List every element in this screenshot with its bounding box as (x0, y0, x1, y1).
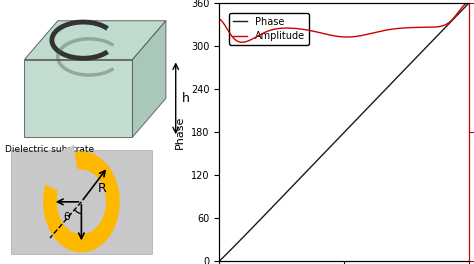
Phase (335, 137, 341, 140)
Wedge shape (41, 146, 82, 202)
Circle shape (43, 151, 120, 252)
Phase (466, 1, 472, 4)
Amplitude (337, 35, 343, 38)
Amplitude (461, 4, 466, 7)
Wedge shape (57, 168, 82, 202)
Polygon shape (132, 21, 166, 137)
Phase (365, 106, 371, 109)
Phase (216, 260, 222, 263)
Amplitude (365, 32, 371, 36)
Y-axis label: Phase: Phase (175, 115, 185, 149)
Amplitude (422, 26, 428, 29)
Phase (421, 48, 427, 51)
Legend: Phase, Amplitude: Phase, Amplitude (229, 13, 309, 45)
Line: Amplitude: Amplitude (219, 3, 469, 42)
Text: θ: θ (63, 212, 70, 222)
Circle shape (57, 169, 106, 234)
Amplitude (336, 35, 341, 38)
Text: Dielectric substrate: Dielectric substrate (5, 145, 94, 154)
Amplitude (466, 1, 472, 4)
Phase (460, 7, 466, 11)
Polygon shape (24, 21, 166, 60)
Line: Phase: Phase (219, 3, 469, 261)
Phase (337, 136, 342, 139)
Text: R: R (98, 182, 107, 195)
Amplitude (352, 35, 358, 38)
Polygon shape (24, 60, 132, 137)
Polygon shape (10, 150, 152, 254)
Amplitude (216, 17, 222, 20)
Amplitude (239, 41, 245, 44)
Text: h: h (182, 92, 190, 105)
Phase (352, 120, 357, 123)
